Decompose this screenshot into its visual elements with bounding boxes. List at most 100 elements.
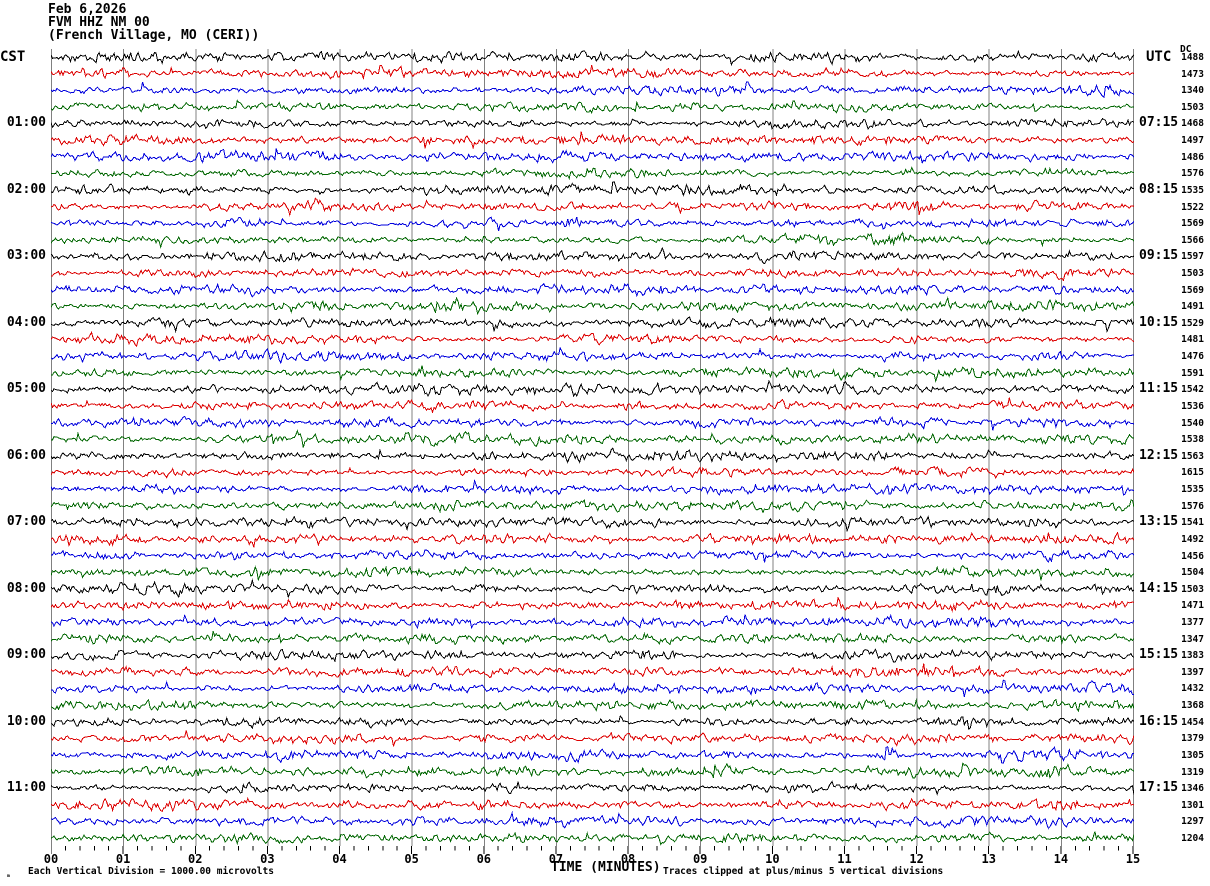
utc-hour-label: 09:15 [1139, 248, 1179, 264]
seismic-trace-row-13 [51, 267, 1134, 282]
seismic-trace-row-0 [51, 49, 1134, 67]
seismic-trace-row-38 [51, 679, 1134, 697]
cst-hour-label: 07:00 [6, 514, 46, 530]
x-axis-tick-label: 05 [404, 852, 419, 866]
seismic-trace-row-15 [51, 296, 1134, 316]
seismic-trace-row-12 [51, 246, 1134, 265]
seismic-trace-row-2 [51, 81, 1134, 99]
seismic-trace-row-47 [51, 831, 1134, 846]
dc-offset-value: 1542 [1181, 384, 1204, 396]
seismic-trace-row-6 [51, 148, 1134, 165]
seismic-trace-row-36 [51, 648, 1134, 663]
seismic-trace-row-1 [51, 64, 1134, 81]
seismic-trace-row-8 [51, 181, 1134, 197]
dc-offset-value: 1566 [1181, 234, 1204, 246]
x-axis-tick-label: 03 [260, 852, 275, 866]
dc-offset-value: 1297 [1181, 816, 1204, 828]
clip-note: Traces clipped at plus/minus 5 vertical … [663, 866, 944, 877]
seismic-trace-row-29 [51, 531, 1134, 548]
seismic-trace-row-22 [51, 415, 1134, 431]
seismic-trace-row-4 [51, 117, 1134, 130]
dc-offset-value: 1377 [1181, 616, 1204, 628]
dc-offset-value: 1301 [1181, 799, 1204, 811]
x-axis-tick-label: 15 [1125, 852, 1141, 866]
cst-hour-label: 10:00 [6, 713, 46, 729]
seismic-trace-row-41 [51, 730, 1134, 747]
left-axis-header: CST [0, 49, 26, 65]
seismic-trace-row-32 [51, 578, 1134, 599]
seismic-trace-row-11 [51, 231, 1134, 249]
dc-offset-value: 1204 [1181, 832, 1204, 844]
watermark-glyph: ₘ [6, 870, 11, 879]
seismic-trace-row-28 [51, 515, 1134, 533]
seismic-trace-row-16 [51, 316, 1134, 334]
cst-hour-label: 02:00 [6, 181, 46, 197]
seismic-trace-row-46 [51, 811, 1134, 830]
dc-offset-value: 1340 [1181, 85, 1204, 97]
seismic-trace-row-5 [51, 131, 1134, 150]
dc-offset-value: 1319 [1181, 766, 1204, 778]
utc-hour-label: 10:15 [1139, 314, 1179, 330]
utc-hour-label: 08:15 [1139, 181, 1179, 197]
utc-hour-label: 07:15 [1139, 115, 1179, 131]
header-location: (French Village, MO (CERI)) [48, 28, 260, 43]
dc-offset-value: 1368 [1181, 700, 1204, 712]
utc-hour-label: 12:15 [1139, 447, 1179, 463]
dc-offset-value: 1491 [1181, 301, 1204, 313]
cst-hour-label: 09:00 [6, 647, 46, 663]
x-axis-tick-label: 01 [115, 852, 131, 866]
dc-offset-value: 1305 [1181, 749, 1204, 761]
seismic-trace-row-7 [51, 166, 1134, 181]
cst-hour-label: 06:00 [6, 447, 46, 463]
seismic-trace-row-37 [51, 663, 1134, 679]
dc-offset-value: 1597 [1181, 251, 1204, 263]
dc-offset-value: 1503 [1181, 583, 1204, 595]
x-axis-title: TIME (MINUTES) [551, 860, 661, 875]
seismic-trace-row-23 [51, 429, 1134, 448]
dc-offset-value: 1541 [1181, 517, 1204, 529]
x-axis-tick-label: 04 [332, 852, 347, 866]
dc-offset-value: 1492 [1181, 533, 1204, 545]
cst-hour-label: 05:00 [6, 381, 46, 397]
dc-offset-value: 1529 [1181, 317, 1204, 329]
seismic-trace-row-20 [51, 379, 1134, 398]
dc-offset-value: 1576 [1181, 500, 1204, 512]
seismic-trace-row-18 [51, 346, 1134, 365]
dc-offset-value: 1432 [1181, 683, 1204, 695]
seismic-trace-row-42 [51, 745, 1134, 764]
seismic-trace-row-26 [51, 478, 1134, 497]
header-date: Feb 6,2026 [48, 2, 127, 17]
cst-hour-label: 03:00 [6, 248, 46, 264]
x-axis-tick-label: 00 [43, 852, 59, 866]
seismic-trace-row-35 [51, 631, 1134, 646]
x-axis-ticks [51, 846, 1134, 854]
dc-offset-value: 1540 [1181, 417, 1204, 429]
dc-offset-value: 1379 [1181, 733, 1204, 745]
dc-offset-value: 1486 [1181, 151, 1204, 163]
dc-offset-value: 1576 [1181, 168, 1204, 180]
dc-offset-value: 1497 [1181, 135, 1204, 147]
dc-offset-value: 1536 [1181, 400, 1204, 412]
dc-offset-value: 1538 [1181, 434, 1204, 446]
seismic-trace-row-40 [51, 714, 1134, 731]
dc-offset-value: 1488 [1181, 52, 1204, 63]
utc-hour-label: 11:15 [1139, 381, 1179, 397]
dc-column-header: DC [1180, 44, 1192, 55]
header-station: FVM HHZ NM 00 [48, 15, 150, 30]
seismic-trace-row-30 [51, 549, 1134, 563]
utc-hour-label: 14:15 [1139, 580, 1179, 596]
x-axis-tick-label: 06 [476, 852, 492, 866]
dc-offset-value: 1454 [1181, 716, 1204, 728]
seismic-trace-row-3 [51, 99, 1134, 114]
seismic-trace-row-21 [51, 397, 1134, 414]
seismic-trace-row-10 [51, 216, 1134, 232]
seismic-trace-row-14 [51, 282, 1134, 298]
x-axis-tick-label: 02 [188, 852, 203, 866]
dc-offset-value: 1471 [1181, 600, 1204, 612]
dc-offset-value: 1346 [1181, 783, 1204, 795]
dc-offset-value: 1473 [1181, 68, 1204, 80]
scale-note: Each Vertical Division = 1000.00 microvo… [28, 866, 274, 877]
dc-offset-value: 1476 [1181, 351, 1204, 363]
right-axis-header: UTC [1146, 49, 1172, 65]
